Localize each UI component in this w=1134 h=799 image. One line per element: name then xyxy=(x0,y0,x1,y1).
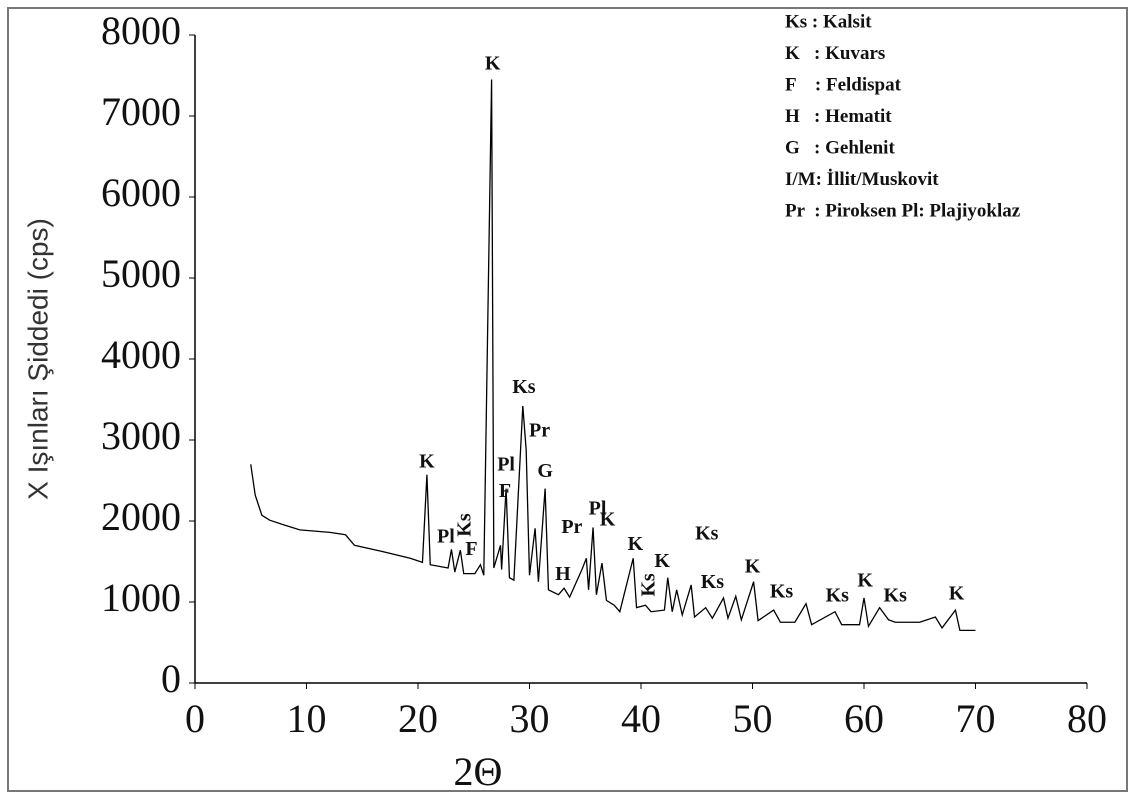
peak-label: Pl xyxy=(589,497,607,519)
y-tick-label: 3000 xyxy=(101,413,181,458)
y-tick-label: 8000 xyxy=(101,8,181,53)
y-axis-label: X Işınları Şiddedi (cps) xyxy=(22,218,53,500)
peak-label: K xyxy=(485,53,501,75)
peak-label: Ks xyxy=(701,571,725,593)
peak-label: F xyxy=(499,480,511,502)
peak-label: K xyxy=(949,582,965,604)
peak-label: F xyxy=(465,538,477,560)
key-entry: H : Hematit xyxy=(785,106,892,127)
peak-label: Pl xyxy=(497,454,515,476)
peak-label: Ks xyxy=(826,585,850,607)
key-entry: K : Kuvars xyxy=(785,43,885,64)
x-tick-label: 30 xyxy=(510,696,550,741)
y-tick-label: 2000 xyxy=(101,494,181,539)
x-axis-label: 2Θ xyxy=(454,749,503,794)
peak-label: H xyxy=(555,563,571,585)
peak-label: Ks xyxy=(695,522,719,544)
x-tick-label: 80 xyxy=(1067,696,1107,741)
key-entry: I/M: İllit/Muskovit xyxy=(785,169,939,190)
key-entry: Pr : Piroksen Pl: Plajiyoklaz xyxy=(785,200,1021,221)
key-entry: F : Feldispat xyxy=(785,74,902,95)
peak-label: Pr xyxy=(529,419,550,441)
frame xyxy=(7,7,1128,792)
y-tick-label: 6000 xyxy=(101,170,181,215)
peak-label: K xyxy=(419,450,435,472)
x-tick-label: 20 xyxy=(398,696,438,741)
x-tick-label: 50 xyxy=(733,696,773,741)
peak-label: Pl xyxy=(437,526,455,548)
peak-label: Pr xyxy=(561,516,582,538)
x-tick-label: 70 xyxy=(956,696,996,741)
peak-label: K xyxy=(745,556,761,578)
x-tick-label: 0 xyxy=(185,696,205,741)
peak-label: Ks xyxy=(770,581,794,603)
y-tick-label: 5000 xyxy=(101,251,181,296)
x-tick-label: 10 xyxy=(287,696,327,741)
peak-label: Ks xyxy=(884,585,908,607)
y-tick-label: 4000 xyxy=(101,332,181,377)
data-line xyxy=(250,79,976,631)
peak-label: K xyxy=(654,550,670,572)
y-tick-label: 0 xyxy=(161,656,181,701)
peak-label: K xyxy=(600,509,616,531)
y-tick-label: 7000 xyxy=(101,89,181,134)
peak-label: G xyxy=(537,460,553,482)
peak-label: K xyxy=(857,569,873,591)
key-entry: G : Gehlenit xyxy=(785,137,895,158)
key-entry: Ks : Kalsit xyxy=(785,11,872,32)
peak-label: Ks xyxy=(454,513,476,537)
peak-label: Ks xyxy=(638,573,660,597)
x-tick-label: 60 xyxy=(844,696,884,741)
y-tick-label: 1000 xyxy=(101,575,181,620)
peak-label: K xyxy=(628,533,644,555)
peak-label: Ks xyxy=(512,376,536,398)
x-tick-label: 40 xyxy=(621,696,661,741)
